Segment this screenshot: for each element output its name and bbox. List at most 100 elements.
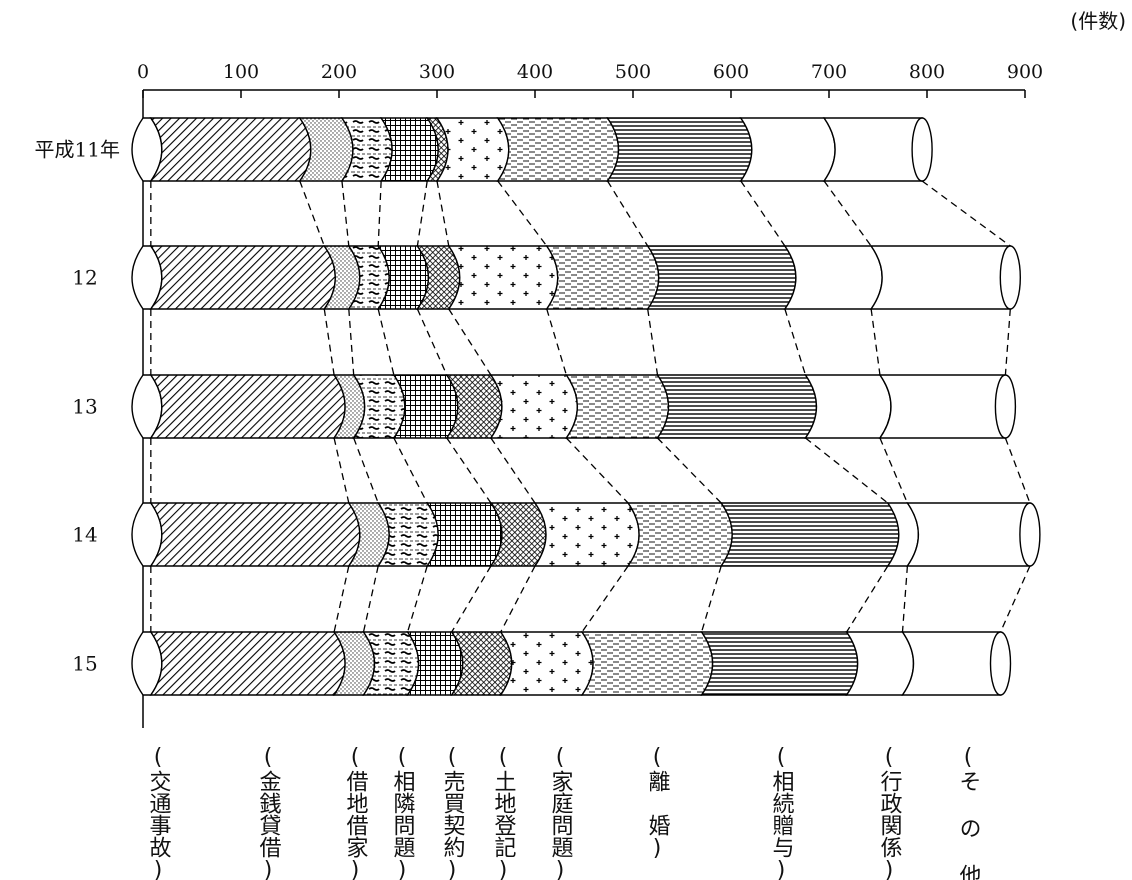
bar-segment-離婚 xyxy=(580,631,714,696)
category-labels: (交通事故) (金銭貸借) (借地借家) (相隣問題) (売買契約) (土地登記) (家庭問… xyxy=(146,745,982,880)
connector-line xyxy=(436,180,450,247)
bar-end-cap xyxy=(989,631,1012,696)
connector-line xyxy=(581,565,629,633)
connector-line xyxy=(333,565,350,633)
connector-line xyxy=(805,437,889,504)
connector-line xyxy=(784,308,807,376)
bar-segment-家庭問題 xyxy=(533,502,640,567)
connector-line xyxy=(377,180,382,247)
bar-segment-その他 xyxy=(906,502,1031,567)
connector-line xyxy=(1004,437,1031,504)
connector-line xyxy=(333,437,350,504)
connector-lines xyxy=(150,180,1031,633)
connector-line xyxy=(740,180,786,247)
year-label: 平成11年 xyxy=(35,138,120,162)
bar-segment-金銭貸借 xyxy=(149,631,346,696)
category-label: (離 婚) xyxy=(645,745,671,861)
connector-line xyxy=(393,437,428,504)
connector-line xyxy=(921,180,1011,247)
x-tick-label: 100 xyxy=(223,61,259,83)
x-tick-label: 800 xyxy=(909,61,945,83)
connector-line xyxy=(341,180,350,247)
x-tick-label: 400 xyxy=(517,61,553,83)
bar-segment-離婚 xyxy=(496,117,620,182)
x-tick-label: 500 xyxy=(615,61,651,83)
category-label: (そ の 他) xyxy=(956,745,982,880)
connector-line xyxy=(348,308,355,376)
bar-segment-相続贈与 xyxy=(656,374,818,439)
bar-segment-行政関係 xyxy=(804,374,892,439)
bar-segment-その他 xyxy=(901,631,1002,696)
bar-segment-家庭問題 xyxy=(435,117,510,182)
connector-line xyxy=(823,180,872,247)
bar-segment-金銭貸借 xyxy=(149,374,346,439)
x-tick-label: 0 xyxy=(137,61,149,83)
connector-line xyxy=(377,308,395,376)
connector-line xyxy=(448,308,492,376)
x-axis: 0 100 200 300 400 500 600 700 800 900 xyxy=(137,61,1043,728)
connector-line xyxy=(299,180,325,247)
connector-line xyxy=(901,565,909,633)
category-label: (借地借家) xyxy=(343,745,369,880)
category-label: (交通事故) xyxy=(146,745,172,880)
bar-segment-行政関係 xyxy=(783,245,883,310)
bar-row xyxy=(131,245,1021,310)
category-label: (家庭問題) xyxy=(548,745,574,880)
year-label: 14 xyxy=(72,523,97,547)
bar-segment-行政関係 xyxy=(739,117,836,182)
bar-segment-相続贈与 xyxy=(719,502,900,567)
category-label: (土地登記) xyxy=(491,745,517,880)
x-tick-label: 200 xyxy=(321,61,357,83)
bar-segment-相続贈与 xyxy=(700,631,859,696)
bar-end-cap xyxy=(911,117,933,182)
bar-end-cap xyxy=(999,245,1021,310)
bar-row xyxy=(131,117,933,182)
bar-segment-その他 xyxy=(878,374,1007,439)
connector-line xyxy=(606,180,649,247)
connector-line xyxy=(565,437,629,504)
bar-segment-その他 xyxy=(869,245,1011,310)
connector-line xyxy=(446,437,492,504)
bar-row xyxy=(131,502,1041,567)
bar-rows xyxy=(131,117,1041,696)
bar-segment-家庭問題 xyxy=(447,245,559,310)
bar-segment-離婚 xyxy=(545,245,660,310)
connector-line xyxy=(1004,308,1011,376)
bar-row xyxy=(131,374,1017,439)
x-tick-label: 600 xyxy=(713,61,749,83)
connector-line xyxy=(451,565,492,633)
connector-line xyxy=(546,308,567,376)
category-label: (売買契約) xyxy=(440,745,466,880)
bar-row xyxy=(131,631,1012,696)
bar-segment-家庭問題 xyxy=(489,374,578,439)
connector-line xyxy=(323,308,335,376)
connector-line xyxy=(870,308,881,376)
category-label: (相続贈与) xyxy=(769,745,795,880)
year-label: 15 xyxy=(72,652,97,676)
bar-end-cap xyxy=(1019,502,1041,567)
category-label: (相隣問題) xyxy=(390,745,416,880)
category-label: (金銭貸借) xyxy=(256,745,282,880)
category-label: (行政関係) xyxy=(877,745,903,880)
bar-segment-金銭貸借 xyxy=(149,502,361,567)
bar-segment-離婚 xyxy=(626,502,733,567)
connector-line xyxy=(846,565,889,633)
bar-segment-相続贈与 xyxy=(606,117,753,182)
bar-segment-売買契約 xyxy=(425,502,503,567)
year-label: 12 xyxy=(72,266,97,290)
connector-line xyxy=(416,308,448,376)
connector-line xyxy=(999,565,1031,633)
connector-line xyxy=(406,565,428,633)
x-tick-label: 900 xyxy=(1007,61,1043,83)
bar-segment-金銭貸借 xyxy=(149,245,336,310)
connector-line xyxy=(657,437,722,504)
connector-line xyxy=(416,180,428,247)
connector-line xyxy=(490,437,536,504)
connector-line xyxy=(362,565,379,633)
year-labels: 平成11年 12 13 14 15 xyxy=(35,138,120,676)
connector-line xyxy=(500,565,536,633)
unit-label: (件数) xyxy=(1070,9,1126,33)
connector-line xyxy=(879,437,908,504)
